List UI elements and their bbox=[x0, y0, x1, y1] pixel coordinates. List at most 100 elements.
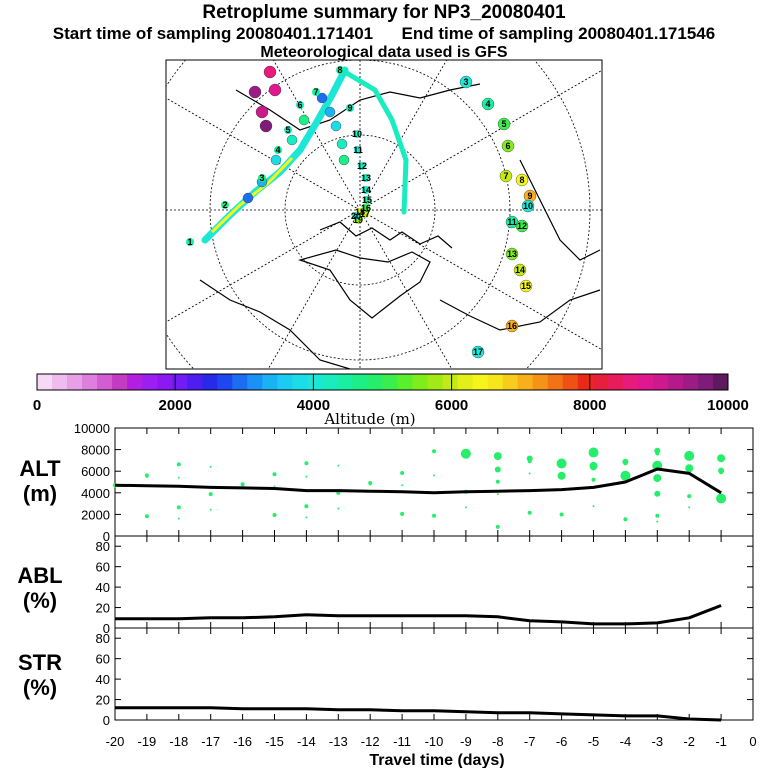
alt-scatter-dot bbox=[716, 493, 727, 504]
panel-axes: 0200040006000800010000020406080020406080… bbox=[74, 421, 757, 749]
coastline-alaska bbox=[199, 279, 351, 369]
alt-scatter-dot bbox=[557, 471, 566, 480]
colorbar-cell bbox=[412, 374, 429, 390]
map-dot bbox=[255, 105, 269, 119]
alt-scatter-dot bbox=[653, 474, 662, 483]
y-tick-label: 6000 bbox=[81, 464, 110, 479]
alt-scatter-dot bbox=[718, 467, 725, 474]
map-dot bbox=[354, 146, 362, 154]
map-day-label: 2 bbox=[222, 200, 227, 210]
colorbar-tick-label: 0 bbox=[33, 397, 41, 414]
map-dot bbox=[324, 106, 336, 118]
abl-yunit: (%) bbox=[23, 588, 57, 613]
x-tick-label: 0 bbox=[749, 734, 756, 749]
colorbar-cell bbox=[112, 374, 128, 390]
alt-scatter-dot bbox=[655, 513, 660, 518]
map-day-label: 3 bbox=[463, 77, 468, 87]
colorbar-cell bbox=[442, 374, 459, 390]
x-tick-label: -14 bbox=[297, 734, 316, 749]
map-dot bbox=[505, 319, 519, 333]
colorbar-cell bbox=[712, 374, 729, 390]
plume-track-north bbox=[342, 69, 409, 215]
alt-scatter-dot bbox=[177, 476, 180, 479]
colorbar-cell bbox=[262, 374, 278, 390]
start-sampling: Start time of sampling 20080401.171401 bbox=[52, 24, 374, 43]
alt-scatter-dot bbox=[592, 505, 595, 508]
colorbar-cell bbox=[322, 374, 338, 390]
map-dot bbox=[501, 139, 515, 153]
colorbar-cell bbox=[247, 374, 263, 390]
alt-scatter-dot bbox=[144, 514, 149, 519]
alt-scatter-dot bbox=[176, 462, 181, 467]
map-day-label: 17 bbox=[473, 347, 483, 357]
colorbar-cell bbox=[337, 374, 353, 390]
alt-scatter-dot bbox=[272, 472, 277, 477]
x-tick-label: -15 bbox=[265, 734, 284, 749]
alt-scatter-dot bbox=[622, 458, 629, 465]
colorbar-cell bbox=[592, 374, 609, 390]
map-day-label: 18 bbox=[355, 207, 365, 217]
map-day-label: 20 bbox=[351, 211, 361, 221]
alt-scatter-dot bbox=[176, 505, 181, 510]
colorbar-cell bbox=[172, 374, 188, 390]
map-day-label: 8 bbox=[519, 175, 524, 185]
y-tick-label: 2000 bbox=[81, 507, 110, 522]
alt-scatter-dot bbox=[528, 472, 531, 475]
map-dot bbox=[353, 130, 361, 138]
map-dot bbox=[515, 173, 529, 187]
colorbar-cell bbox=[547, 374, 564, 390]
alt-scatter-dot bbox=[400, 511, 405, 516]
alt-scatter-dot bbox=[177, 517, 180, 520]
map-dot bbox=[268, 83, 282, 97]
alt-scatter-dot bbox=[654, 447, 661, 454]
str-ylabel: STR bbox=[18, 650, 62, 675]
x-tick-label: -17 bbox=[201, 734, 220, 749]
x-tick-label: -19 bbox=[138, 734, 157, 749]
map-dot bbox=[221, 201, 229, 209]
alt-scatter-dot bbox=[685, 464, 694, 473]
colorbar-cell bbox=[352, 374, 368, 390]
alt-scatter-dot bbox=[305, 475, 308, 478]
alt-scatter-dot bbox=[559, 458, 564, 463]
abl-series-line bbox=[115, 604, 722, 626]
map-dot bbox=[298, 114, 310, 126]
map-day-label: 7 bbox=[503, 171, 508, 181]
x-tick-label: -20 bbox=[106, 734, 125, 749]
coastline-siberia bbox=[235, 83, 481, 131]
map-dot bbox=[515, 219, 529, 233]
colorbar-cell bbox=[652, 374, 669, 390]
alt-scatter-dot bbox=[526, 455, 533, 462]
map-day-label: 17 bbox=[360, 209, 370, 219]
colorbar-cell bbox=[157, 374, 173, 390]
abl-ylabel: ABL bbox=[17, 563, 62, 588]
map-dot bbox=[316, 92, 328, 104]
x-tick-label: -8 bbox=[492, 734, 504, 749]
colorbar-cell bbox=[697, 374, 714, 390]
map-day-label: 16 bbox=[507, 321, 517, 331]
x-tick-label: -6 bbox=[556, 734, 568, 749]
map-day-label: 5 bbox=[501, 119, 506, 129]
alt-scatter-dot bbox=[591, 477, 596, 482]
colorbar-cell bbox=[427, 374, 444, 390]
alt-scatter-dot bbox=[209, 508, 212, 511]
alt-scatter-dot bbox=[493, 452, 502, 461]
map-day-label: 8 bbox=[337, 65, 342, 75]
alt-scatter-dot bbox=[687, 494, 692, 499]
map-day-label: 16 bbox=[361, 203, 371, 213]
coastline-greenland bbox=[319, 221, 453, 249]
map-dot bbox=[513, 263, 527, 277]
colorbar-ticks: 0 2000 4000 6000 8000 10000 bbox=[33, 374, 749, 414]
map-dot bbox=[499, 169, 513, 183]
colorbar-tick-label: 4000 bbox=[297, 397, 330, 414]
x-tick-label: -7 bbox=[524, 734, 536, 749]
alt-scatter-dot bbox=[495, 524, 500, 529]
map-dot bbox=[358, 162, 366, 170]
colorbar-cell bbox=[517, 374, 534, 390]
y-tick-label: 10000 bbox=[74, 421, 110, 436]
map-dot bbox=[296, 101, 304, 109]
plume-track-core bbox=[210, 156, 294, 234]
map-dot bbox=[497, 117, 511, 131]
map-dot bbox=[481, 97, 495, 111]
alt-scatter-dot bbox=[559, 512, 564, 517]
end-sampling: End time of sampling 20080401.171546 bbox=[401, 24, 716, 43]
